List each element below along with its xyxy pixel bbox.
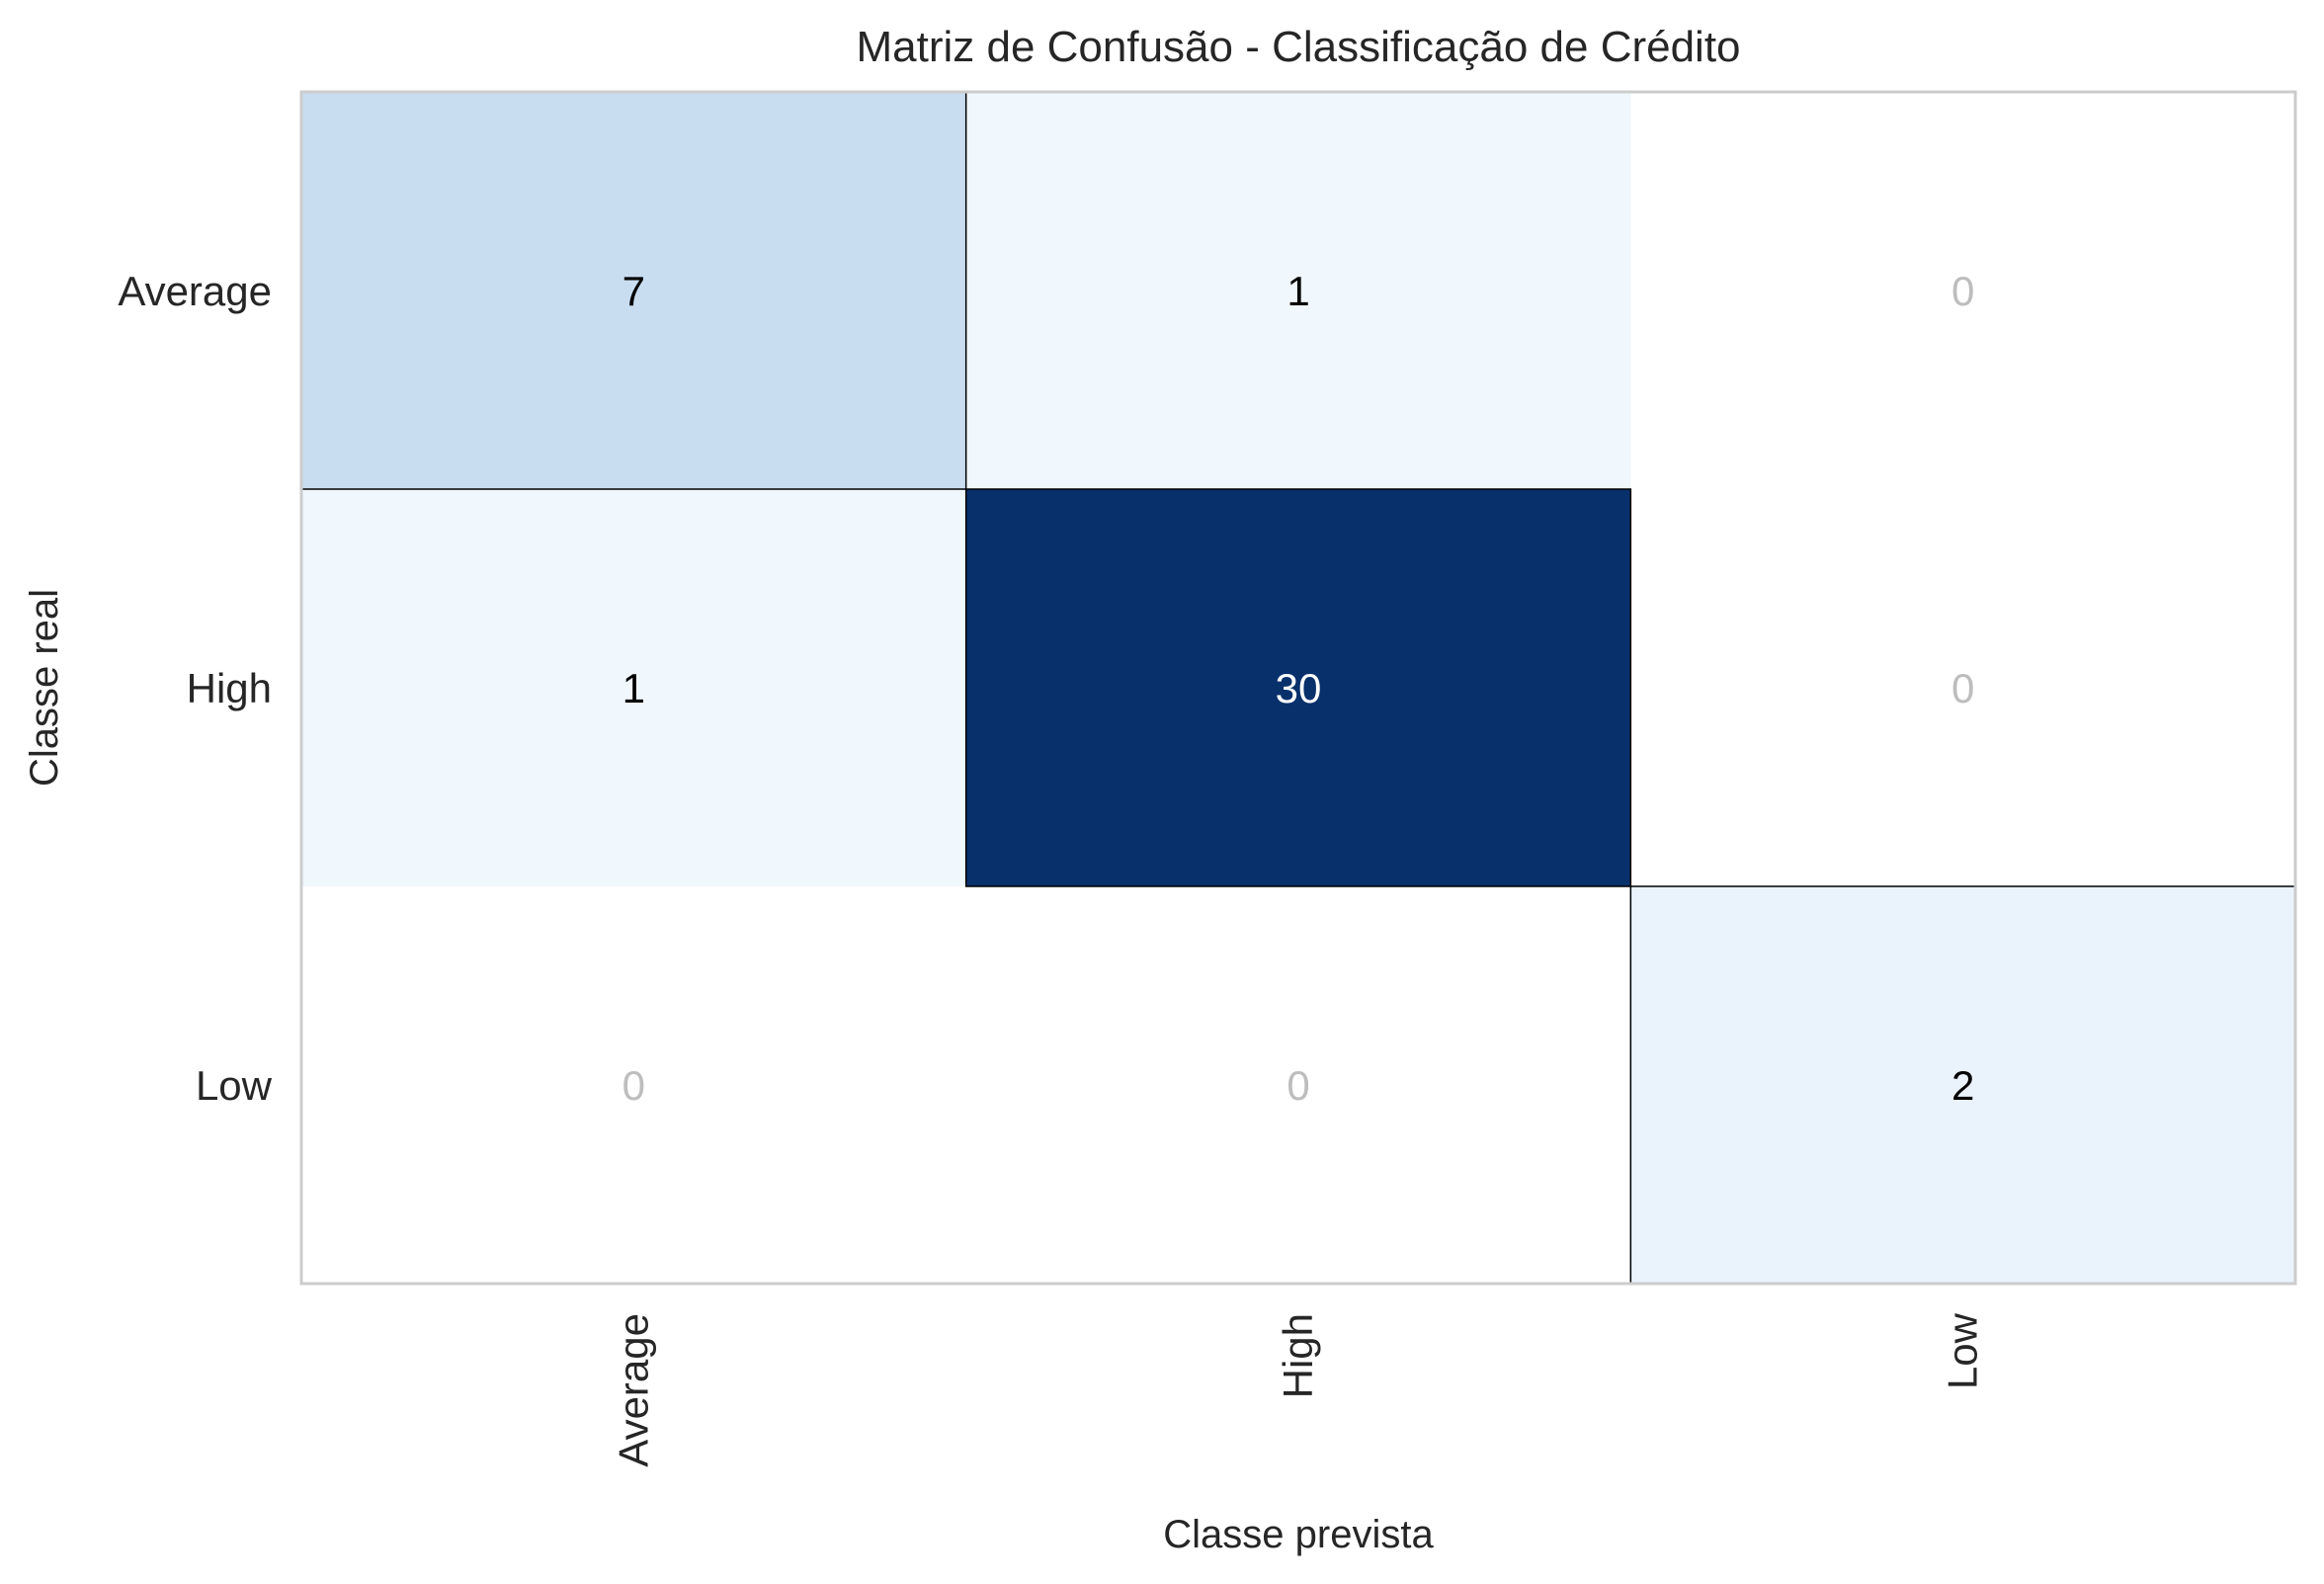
y-tick-high: High [187, 665, 272, 711]
cell-high-low-label: 0 [1951, 665, 1974, 711]
cell-high-low [1630, 489, 2296, 887]
heatmap-cells [301, 92, 2296, 1285]
y-tick-low: Low [196, 1062, 273, 1109]
x-tick-labels: Average High Low [610, 1312, 1985, 1466]
cell-low-low-label: 2 [1951, 1062, 1974, 1109]
cell-low-average-label: 0 [622, 1062, 645, 1109]
y-axis-label: Classe real [23, 589, 66, 787]
cell-average-high [965, 92, 1631, 490]
x-tick-high: High [1275, 1313, 1321, 1398]
plot-frame [299, 90, 2297, 1286]
y-tick-average: Average [118, 268, 272, 314]
cell-average-average-label: 7 [622, 268, 645, 314]
cell-high-high [965, 489, 1631, 887]
cell-low-low [1630, 886, 2296, 1285]
cell-value-labels: 7 1 0 1 30 0 0 0 2 [622, 268, 1975, 1109]
cell-average-low-label: 0 [1951, 268, 1974, 314]
x-tick-average: Average [610, 1313, 656, 1467]
cell-low-high [965, 886, 1631, 1285]
cell-average-average [301, 92, 967, 490]
chart-title: Matriz de Confusão - Classificação de Cr… [856, 23, 1740, 71]
cell-low-high-label: 0 [1286, 1062, 1309, 1109]
x-axis-label: Classe prevista [1163, 1513, 1434, 1556]
x-tick-low: Low [1940, 1312, 1986, 1389]
cell-high-high-label: 30 [1276, 665, 1322, 711]
cell-high-average [301, 489, 967, 887]
cell-low-average [301, 886, 967, 1285]
cell-high-high-border [964, 488, 1632, 887]
cell-average-high-label: 1 [1286, 268, 1309, 314]
y-tick-labels: Average High Low [118, 268, 272, 1109]
cell-high-average-label: 1 [622, 665, 645, 711]
cell-average-low [1630, 92, 2296, 490]
